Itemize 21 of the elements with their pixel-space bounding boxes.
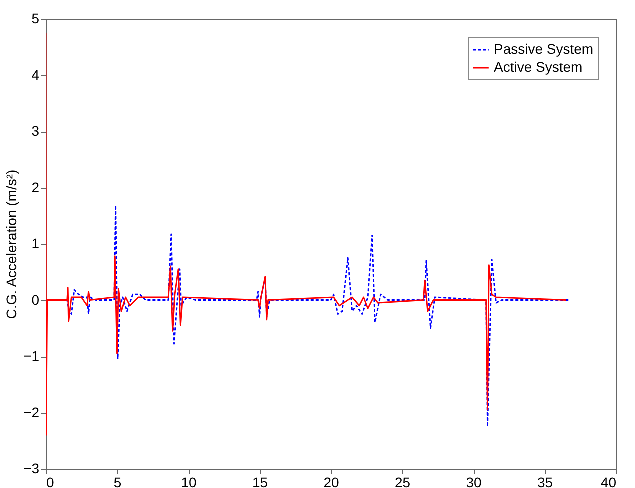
x-tick-label: 30: [466, 474, 482, 488]
x-tick-label: 25: [394, 474, 411, 488]
y-tick-label: 3: [32, 123, 40, 139]
y-tick-label: 2: [32, 179, 40, 196]
y-tick-label: −1: [24, 348, 40, 364]
legend-label: Active System: [494, 59, 583, 75]
x-tick-label: 20: [324, 474, 340, 488]
x-tick-label: 15: [252, 474, 268, 488]
legend-label: Passive System: [494, 41, 594, 57]
y-axis-title: C.G. Acceleration (m/s²): [4, 170, 20, 320]
y-tick-label: 1: [32, 236, 40, 252]
y-tick-label: −3: [24, 460, 40, 476]
x-tick-label: 35: [537, 474, 554, 488]
x-tick-label: 10: [181, 474, 197, 488]
y-tick-label: 5: [32, 10, 40, 26]
x-tick-label: 0: [46, 474, 54, 488]
x-tick-label: 40: [600, 474, 617, 488]
y-tick-label: 4: [32, 66, 40, 83]
y-tick-label: 0: [32, 292, 40, 308]
y-tick-label: −2: [24, 404, 40, 420]
x-tick-label: 5: [114, 474, 122, 488]
